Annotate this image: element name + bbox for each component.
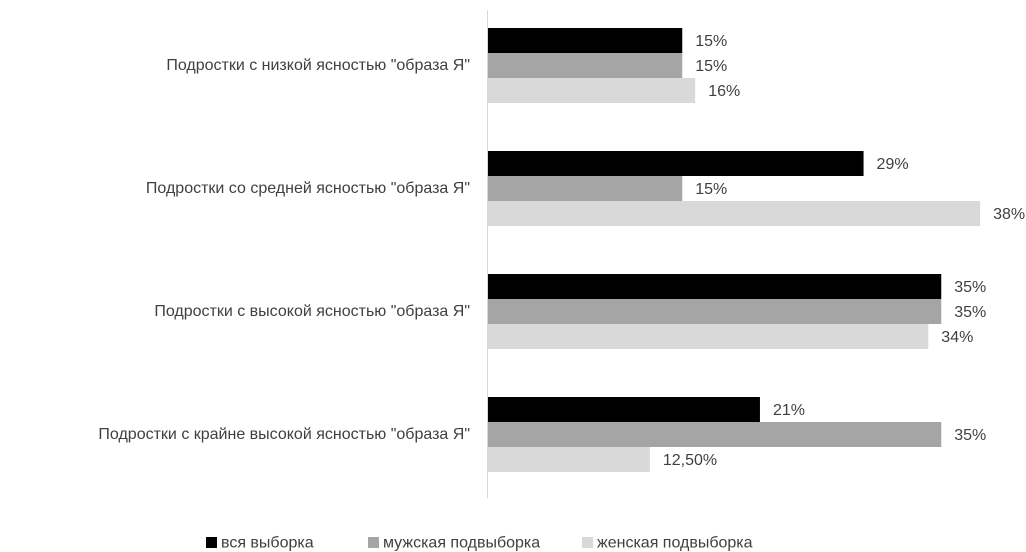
bar bbox=[488, 151, 864, 176]
bars-group bbox=[488, 28, 981, 472]
data-label: 16% bbox=[708, 83, 740, 100]
data-label: 15% bbox=[695, 58, 727, 75]
bar bbox=[488, 447, 650, 472]
legend-swatch bbox=[582, 537, 593, 548]
data-label: 35% bbox=[954, 279, 986, 296]
category-label: Подростки с крайне высокой ясностью "обр… bbox=[98, 426, 470, 443]
data-label: 21% bbox=[773, 402, 805, 419]
data-label: 15% bbox=[695, 181, 727, 198]
data-label: 15% bbox=[695, 33, 727, 50]
bar bbox=[488, 28, 683, 53]
data-label: 35% bbox=[954, 427, 986, 444]
bar bbox=[488, 422, 942, 447]
legend-label: мужская подвыборка bbox=[383, 535, 540, 552]
data-label: 34% bbox=[941, 329, 973, 346]
bar bbox=[488, 176, 683, 201]
legend-label: вся выборка bbox=[221, 535, 314, 552]
data-label: 35% bbox=[954, 304, 986, 321]
bar bbox=[488, 299, 942, 324]
bar bbox=[488, 274, 942, 299]
legend-swatch bbox=[368, 537, 379, 548]
data-labels-group: 15% 15% 16% 29% 15% 38% 35% 35% 34% 21% 35% 12,50% bbox=[663, 33, 1025, 469]
category-label: Подростки с высокой ясностью "образа Я" bbox=[154, 303, 470, 320]
bar bbox=[488, 397, 760, 422]
data-label: 29% bbox=[877, 156, 909, 173]
bar bbox=[488, 78, 696, 103]
bar bbox=[488, 201, 981, 226]
legend-swatch bbox=[206, 537, 217, 548]
category-labels-group: Подростки с низкой ясностью "образа Я" По… bbox=[98, 57, 470, 443]
category-label: Подростки с низкой ясностью "образа Я" bbox=[166, 57, 470, 74]
data-label: 12,50% bbox=[663, 452, 717, 469]
bar bbox=[488, 324, 929, 349]
legend: вся выборка мужская подвыборка женская под… bbox=[206, 535, 753, 552]
bar bbox=[488, 53, 683, 78]
legend-label: женская подвыборка bbox=[597, 535, 753, 552]
data-label: 38% bbox=[993, 206, 1025, 223]
category-label: Подростки со средней ясностью "образа Я" bbox=[146, 180, 470, 197]
